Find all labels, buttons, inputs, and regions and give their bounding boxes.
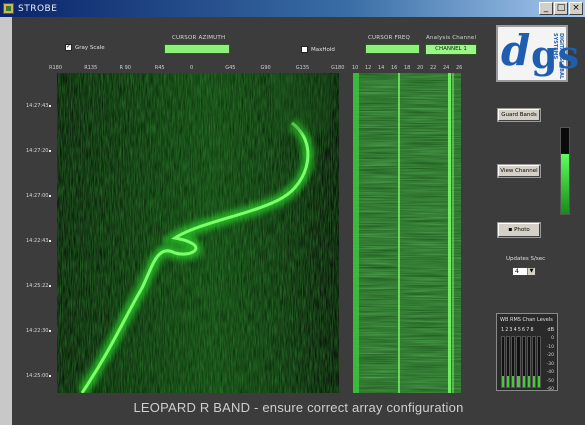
cursor-freq-field[interactable] (365, 44, 420, 54)
frequency-tick-label: 14 (378, 65, 385, 71)
time-tick-label: 14:25:00 (26, 373, 52, 379)
azimuth-tick-label: G90 (260, 65, 271, 71)
app-client-area: ✓ Gray Scale CURSOR AZIMUTH MaxHold CURS… (12, 17, 585, 425)
azimuth-tick-label: G180 (331, 65, 345, 71)
channel-scale-label: 0 (551, 336, 554, 341)
time-tick-label: 14:22:43 (26, 238, 52, 244)
channel-level-bar (526, 336, 531, 388)
azimuth-tick-label: R45 (154, 65, 165, 71)
frequency-spectrum-display[interactable] (353, 73, 461, 393)
frequency-tick-label: 16 (391, 65, 398, 71)
time-tick-label: 14:25:22 (26, 283, 52, 289)
channel-level-fill (502, 376, 505, 387)
channel-level-bar (511, 336, 516, 388)
title-bar: STROBE _ □ × (0, 0, 585, 17)
channel-scale-label: -40 (546, 370, 554, 375)
time-tick-mark (49, 104, 52, 107)
azimuth-waterfall-display[interactable] (57, 73, 339, 393)
view-channel-button[interactable]: View Channel (498, 165, 540, 177)
channel-level-bar (536, 336, 541, 388)
updates-select[interactable]: 4 ▼ (512, 267, 536, 276)
window-title: STROBE (18, 3, 58, 14)
time-tick-mark (49, 284, 52, 287)
frequency-tick-label: 20 (417, 65, 424, 71)
frequency-tick-label: 18 (404, 65, 411, 71)
gray-scale-checkbox[interactable]: ✓ (65, 44, 72, 51)
waterfall-svg (57, 73, 339, 393)
channel-level-fill (537, 376, 540, 387)
channel-level-bar (521, 336, 526, 388)
channel-level-fill (532, 376, 535, 387)
gray-scale-label: Gray Scale (75, 45, 105, 51)
channel-level-fill (517, 376, 520, 387)
app-icon (3, 3, 14, 14)
azimuth-tick-label: G45 (225, 65, 236, 71)
updates-label: Updates S/sec (506, 256, 546, 262)
time-tick-label: 14:22:30 (26, 328, 52, 334)
window-controls: _ □ × (539, 2, 583, 15)
level-meter (560, 127, 570, 215)
frequency-tick-label: 24 (443, 65, 450, 71)
level-meter-fill (561, 153, 569, 214)
frequency-tick-label: 22 (430, 65, 437, 71)
channel-scale-label: -60 (546, 387, 554, 392)
channel-scale-label: -10 (546, 344, 554, 350)
channel-numbers: 12345678 (501, 327, 535, 333)
analysis-channel-field[interactable]: CHANNEL 1 (425, 44, 477, 55)
channel-level-bar (516, 336, 521, 388)
channel-scale-label: -20 (546, 353, 554, 358)
logo-letter-d: d (501, 26, 531, 75)
channel-level-fill (522, 376, 525, 387)
time-tick-label: 14:27:20 (26, 148, 52, 154)
azimuth-tick-label: R 90 (119, 65, 131, 71)
time-tick-label: 14:27:43 (26, 103, 52, 109)
channel-levels-title: WB RMS Chan Levels (500, 317, 553, 323)
company-logo: d gs DIGITAL GLOBAL SYSTEMS (496, 25, 579, 82)
azimuth-tick-label: R135 (84, 65, 98, 71)
status-message: LEOPARD R BAND - ensure correct array co… (133, 400, 464, 415)
time-tick-label: 14:27:00 (26, 193, 52, 199)
channel-level-fill (507, 376, 510, 387)
spectrum-svg (353, 73, 461, 393)
time-tick-mark (49, 149, 52, 152)
cursor-azimuth-label: CURSOR AZIMUTH (172, 35, 226, 41)
channel-level-bar (506, 336, 511, 388)
channel-db-label: dB (547, 327, 554, 333)
channel-level-fill (512, 376, 515, 387)
photo-button-label: Photo (514, 227, 530, 233)
frequency-tick-label: 12 (365, 65, 372, 71)
channel-scale-label: -50 (546, 378, 554, 384)
logo-letter-gs: gs (531, 32, 579, 77)
channel-scale-label: -30 (546, 361, 554, 367)
camera-icon: ▪ (508, 226, 513, 233)
time-tick-mark (49, 374, 52, 377)
photo-button[interactable]: ▪ Photo (498, 223, 540, 237)
minimize-button[interactable]: _ (539, 2, 553, 15)
maximize-button[interactable]: □ (554, 2, 568, 15)
frequency-tick-label: 10 (352, 65, 359, 71)
time-tick-mark (49, 239, 52, 242)
frequency-tick-label: 26 (456, 65, 463, 71)
time-tick-mark (49, 194, 52, 197)
cursor-azimuth-field[interactable] (164, 44, 230, 54)
analysis-channel-label: Analysis Channel (426, 35, 477, 41)
azimuth-tick-label: 0 (190, 65, 194, 71)
close-button[interactable]: × (569, 2, 583, 15)
channel-level-bar (531, 336, 536, 388)
channel-level-fill (527, 376, 530, 387)
max-hold-label: MaxHold (311, 47, 335, 53)
updates-value: 4 (515, 268, 519, 275)
chevron-down-icon[interactable]: ▼ (527, 268, 535, 275)
channel-levels-panel: WB RMS Chan Levels 12345678 dB 0 -10 -20 -3… (496, 313, 558, 392)
guard-bands-button[interactable]: Guard Bands (498, 109, 540, 121)
channel-level-bar (501, 336, 506, 388)
max-hold-checkbox[interactable] (301, 46, 308, 53)
cursor-freq-label: CURSOR FREQ (368, 35, 411, 41)
azimuth-tick-label: R180 (49, 65, 63, 71)
channel-bars (501, 336, 541, 388)
logo-side-text: DIGITAL GLOBAL SYSTEMS (552, 33, 564, 80)
azimuth-tick-label: G135 (295, 65, 310, 71)
time-tick-mark (49, 329, 52, 332)
